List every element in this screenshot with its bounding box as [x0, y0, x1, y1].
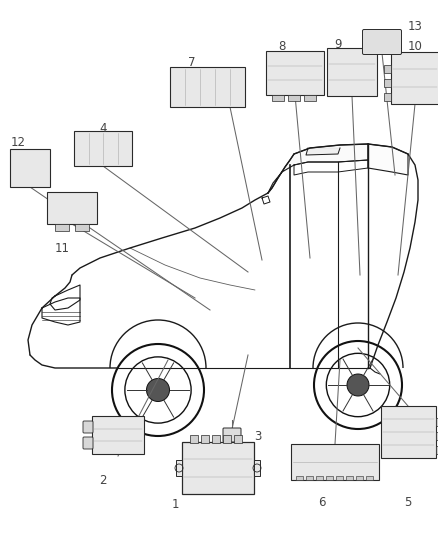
FancyBboxPatch shape — [435, 446, 438, 454]
FancyBboxPatch shape — [296, 476, 303, 480]
Text: 6: 6 — [318, 496, 326, 508]
FancyBboxPatch shape — [55, 224, 69, 231]
FancyBboxPatch shape — [384, 79, 391, 87]
FancyBboxPatch shape — [170, 67, 244, 107]
FancyBboxPatch shape — [356, 476, 363, 480]
FancyBboxPatch shape — [47, 192, 97, 224]
Text: 11: 11 — [54, 241, 70, 254]
Polygon shape — [368, 144, 408, 175]
FancyBboxPatch shape — [92, 416, 144, 454]
FancyBboxPatch shape — [384, 65, 391, 73]
FancyBboxPatch shape — [266, 51, 324, 95]
Text: 3: 3 — [254, 430, 261, 442]
FancyBboxPatch shape — [212, 435, 220, 443]
Text: 2: 2 — [99, 473, 107, 487]
FancyBboxPatch shape — [384, 93, 391, 101]
FancyBboxPatch shape — [190, 435, 198, 443]
FancyBboxPatch shape — [201, 435, 209, 443]
FancyBboxPatch shape — [75, 224, 89, 231]
FancyBboxPatch shape — [223, 428, 241, 442]
FancyBboxPatch shape — [176, 460, 182, 476]
FancyBboxPatch shape — [316, 476, 323, 480]
Circle shape — [347, 374, 369, 396]
Text: 12: 12 — [11, 135, 25, 149]
FancyBboxPatch shape — [272, 95, 284, 101]
Polygon shape — [268, 144, 368, 193]
FancyBboxPatch shape — [435, 418, 438, 426]
FancyBboxPatch shape — [435, 432, 438, 440]
Text: 4: 4 — [99, 122, 107, 134]
FancyBboxPatch shape — [381, 406, 435, 458]
FancyBboxPatch shape — [74, 131, 132, 166]
FancyBboxPatch shape — [254, 460, 260, 476]
FancyBboxPatch shape — [346, 476, 353, 480]
FancyBboxPatch shape — [288, 95, 300, 101]
FancyBboxPatch shape — [306, 476, 313, 480]
FancyBboxPatch shape — [391, 52, 438, 104]
FancyBboxPatch shape — [327, 48, 377, 96]
Text: 1: 1 — [171, 498, 179, 512]
FancyBboxPatch shape — [83, 437, 93, 449]
Circle shape — [146, 378, 170, 401]
FancyBboxPatch shape — [291, 444, 379, 480]
FancyBboxPatch shape — [363, 29, 402, 54]
FancyBboxPatch shape — [83, 421, 93, 433]
FancyBboxPatch shape — [10, 149, 50, 187]
Text: 8: 8 — [278, 41, 286, 53]
Text: 5: 5 — [404, 496, 412, 508]
FancyBboxPatch shape — [234, 435, 242, 443]
Text: 13: 13 — [408, 20, 422, 33]
Text: 10: 10 — [408, 41, 422, 53]
Polygon shape — [306, 148, 340, 155]
Text: 9: 9 — [334, 38, 342, 52]
FancyBboxPatch shape — [336, 476, 343, 480]
FancyBboxPatch shape — [326, 476, 333, 480]
FancyBboxPatch shape — [182, 442, 254, 494]
FancyBboxPatch shape — [304, 95, 316, 101]
FancyBboxPatch shape — [223, 435, 231, 443]
FancyBboxPatch shape — [366, 476, 373, 480]
Text: 7: 7 — [188, 56, 196, 69]
